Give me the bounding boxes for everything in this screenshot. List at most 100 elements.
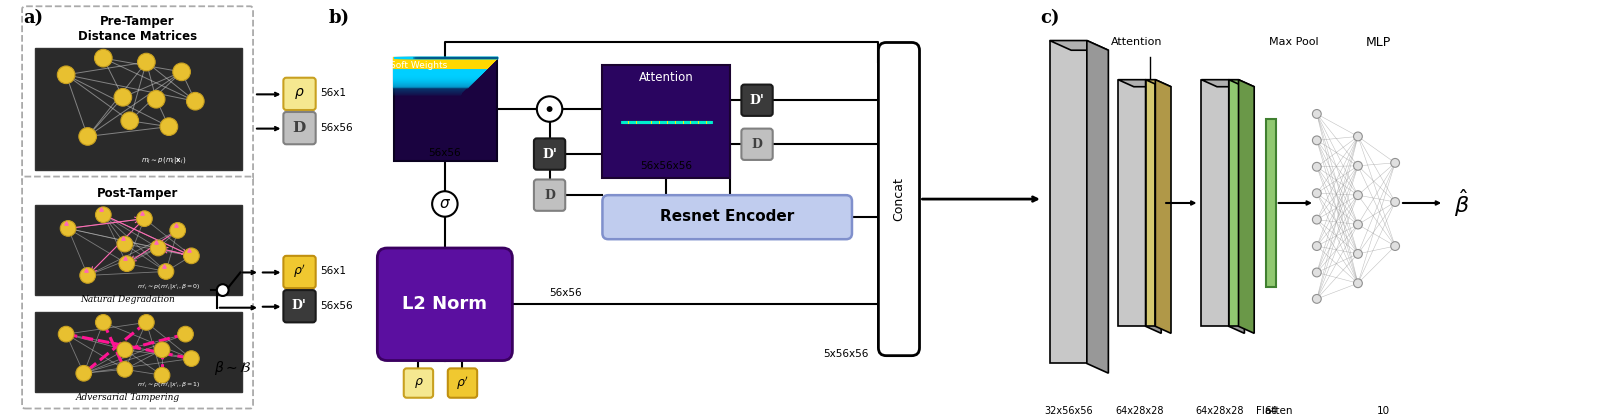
Bar: [602, 65, 729, 178]
Text: $\sigma$: $\sigma$: [440, 197, 451, 211]
Text: b): b): [328, 9, 349, 27]
Text: 64x28x28: 64x28x28: [1116, 405, 1164, 415]
Circle shape: [1391, 242, 1399, 250]
Polygon shape: [1146, 80, 1161, 333]
Circle shape: [1312, 295, 1322, 303]
Text: Soft Weights: Soft Weights: [390, 61, 448, 69]
Text: D: D: [544, 189, 555, 201]
Bar: [35, 205, 242, 295]
Circle shape: [1354, 132, 1362, 141]
Circle shape: [118, 342, 132, 358]
Circle shape: [1312, 189, 1322, 198]
Circle shape: [177, 326, 193, 342]
Polygon shape: [1228, 80, 1245, 333]
Text: Post-Tamper: Post-Tamper: [97, 187, 179, 200]
Circle shape: [155, 342, 171, 358]
Text: $m'_i \sim p(m'_i|x'_i,\beta{=}1)$: $m'_i \sim p(m'_i|x'_i,\beta{=}1)$: [137, 380, 201, 390]
Circle shape: [184, 248, 200, 264]
Circle shape: [138, 315, 155, 330]
Circle shape: [1354, 191, 1362, 199]
Text: D': D': [750, 94, 765, 107]
Text: D: D: [752, 138, 763, 151]
Text: $\hat{\beta}$: $\hat{\beta}$: [1454, 187, 1470, 219]
Text: 56x56x56: 56x56x56: [641, 161, 692, 171]
Text: Concat: Concat: [892, 177, 905, 221]
Circle shape: [536, 96, 562, 122]
Polygon shape: [1087, 41, 1108, 373]
Bar: [1228, 80, 1238, 326]
Text: $\rho$: $\rho$: [293, 86, 304, 101]
FancyBboxPatch shape: [23, 176, 253, 408]
Circle shape: [1354, 250, 1362, 258]
Text: 5x56x56: 5x56x56: [823, 349, 869, 359]
Circle shape: [119, 256, 135, 272]
Circle shape: [1312, 242, 1322, 250]
Circle shape: [431, 191, 457, 217]
Polygon shape: [1228, 80, 1254, 87]
Circle shape: [80, 268, 95, 283]
Polygon shape: [1146, 80, 1170, 87]
Circle shape: [148, 90, 164, 108]
Text: Natural Degradation: Natural Degradation: [80, 295, 175, 304]
Circle shape: [60, 221, 76, 236]
Circle shape: [1354, 220, 1362, 229]
Circle shape: [95, 207, 111, 222]
FancyBboxPatch shape: [448, 368, 477, 398]
Circle shape: [1354, 161, 1362, 170]
FancyBboxPatch shape: [535, 179, 565, 211]
Text: D': D': [291, 299, 306, 312]
Circle shape: [79, 127, 97, 145]
Bar: [35, 311, 242, 392]
Polygon shape: [1238, 80, 1254, 333]
Text: $\rho'$: $\rho'$: [456, 374, 469, 392]
Text: 64: 64: [1264, 405, 1277, 415]
Circle shape: [118, 362, 132, 377]
Bar: [35, 48, 242, 170]
Circle shape: [95, 315, 111, 330]
Text: Resnet Encoder: Resnet Encoder: [660, 209, 794, 224]
Text: D: D: [293, 121, 306, 135]
Text: $\rho'$: $\rho'$: [293, 263, 306, 280]
Circle shape: [547, 106, 552, 112]
Circle shape: [184, 351, 200, 367]
Circle shape: [155, 367, 171, 383]
Bar: [1146, 80, 1156, 326]
FancyBboxPatch shape: [741, 84, 773, 116]
Text: 56x56: 56x56: [320, 301, 353, 311]
FancyBboxPatch shape: [283, 290, 316, 322]
FancyBboxPatch shape: [283, 256, 316, 288]
Polygon shape: [1156, 80, 1170, 333]
Bar: [394, 58, 497, 161]
Circle shape: [76, 365, 92, 381]
Text: D': D': [543, 148, 557, 161]
Text: 10: 10: [1377, 405, 1389, 415]
Text: $\beta \sim \mathcal{B}$: $\beta \sim \mathcal{B}$: [214, 359, 251, 377]
Circle shape: [114, 89, 132, 106]
Circle shape: [171, 222, 185, 238]
Polygon shape: [1119, 80, 1161, 87]
Circle shape: [1391, 198, 1399, 206]
Text: 56x56: 56x56: [549, 288, 581, 298]
FancyBboxPatch shape: [377, 248, 512, 361]
Circle shape: [150, 240, 166, 256]
Circle shape: [159, 118, 177, 135]
Circle shape: [187, 92, 204, 110]
Text: 64x28x28: 64x28x28: [1196, 405, 1245, 415]
FancyBboxPatch shape: [404, 368, 433, 398]
Circle shape: [121, 112, 138, 130]
Circle shape: [58, 66, 76, 84]
Circle shape: [1312, 162, 1322, 171]
FancyBboxPatch shape: [23, 6, 253, 182]
Text: $m'_i \sim p(m'_i|x'_i,\beta{=}0)$: $m'_i \sim p(m'_i|x'_i,\beta{=}0)$: [137, 282, 201, 292]
Text: 56x1: 56x1: [320, 267, 346, 276]
FancyBboxPatch shape: [283, 78, 316, 110]
Circle shape: [58, 326, 74, 342]
Circle shape: [95, 49, 113, 67]
Text: c): c): [1040, 9, 1059, 27]
Circle shape: [158, 264, 174, 279]
Text: 56x56: 56x56: [320, 122, 353, 133]
Circle shape: [1312, 215, 1322, 224]
Text: 56x1: 56x1: [320, 88, 346, 98]
Bar: [1265, 119, 1275, 287]
Text: Flatten: Flatten: [1256, 405, 1293, 415]
